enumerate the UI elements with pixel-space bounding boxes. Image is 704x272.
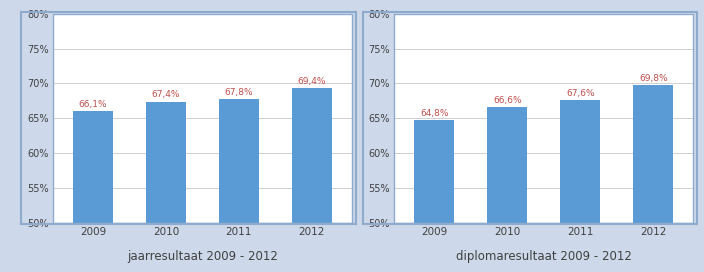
- Text: 67,4%: 67,4%: [151, 91, 180, 100]
- Text: 67,8%: 67,8%: [225, 88, 253, 97]
- Bar: [560, 100, 601, 223]
- Text: 69,4%: 69,4%: [298, 76, 326, 85]
- Text: 69,8%: 69,8%: [639, 74, 667, 83]
- Bar: [219, 99, 259, 223]
- Bar: [146, 101, 186, 223]
- Text: 64,8%: 64,8%: [420, 109, 448, 118]
- Text: diplomaresultaat 2009 - 2012: diplomaresultaat 2009 - 2012: [456, 250, 631, 263]
- Text: 66,1%: 66,1%: [79, 100, 107, 109]
- Bar: [73, 111, 113, 223]
- Text: 66,6%: 66,6%: [493, 96, 522, 105]
- Text: 67,6%: 67,6%: [566, 89, 595, 98]
- Bar: [291, 88, 332, 223]
- Bar: [633, 85, 673, 223]
- Bar: [415, 120, 455, 223]
- Text: jaarresultaat 2009 - 2012: jaarresultaat 2009 - 2012: [127, 250, 278, 263]
- Bar: [487, 107, 527, 223]
